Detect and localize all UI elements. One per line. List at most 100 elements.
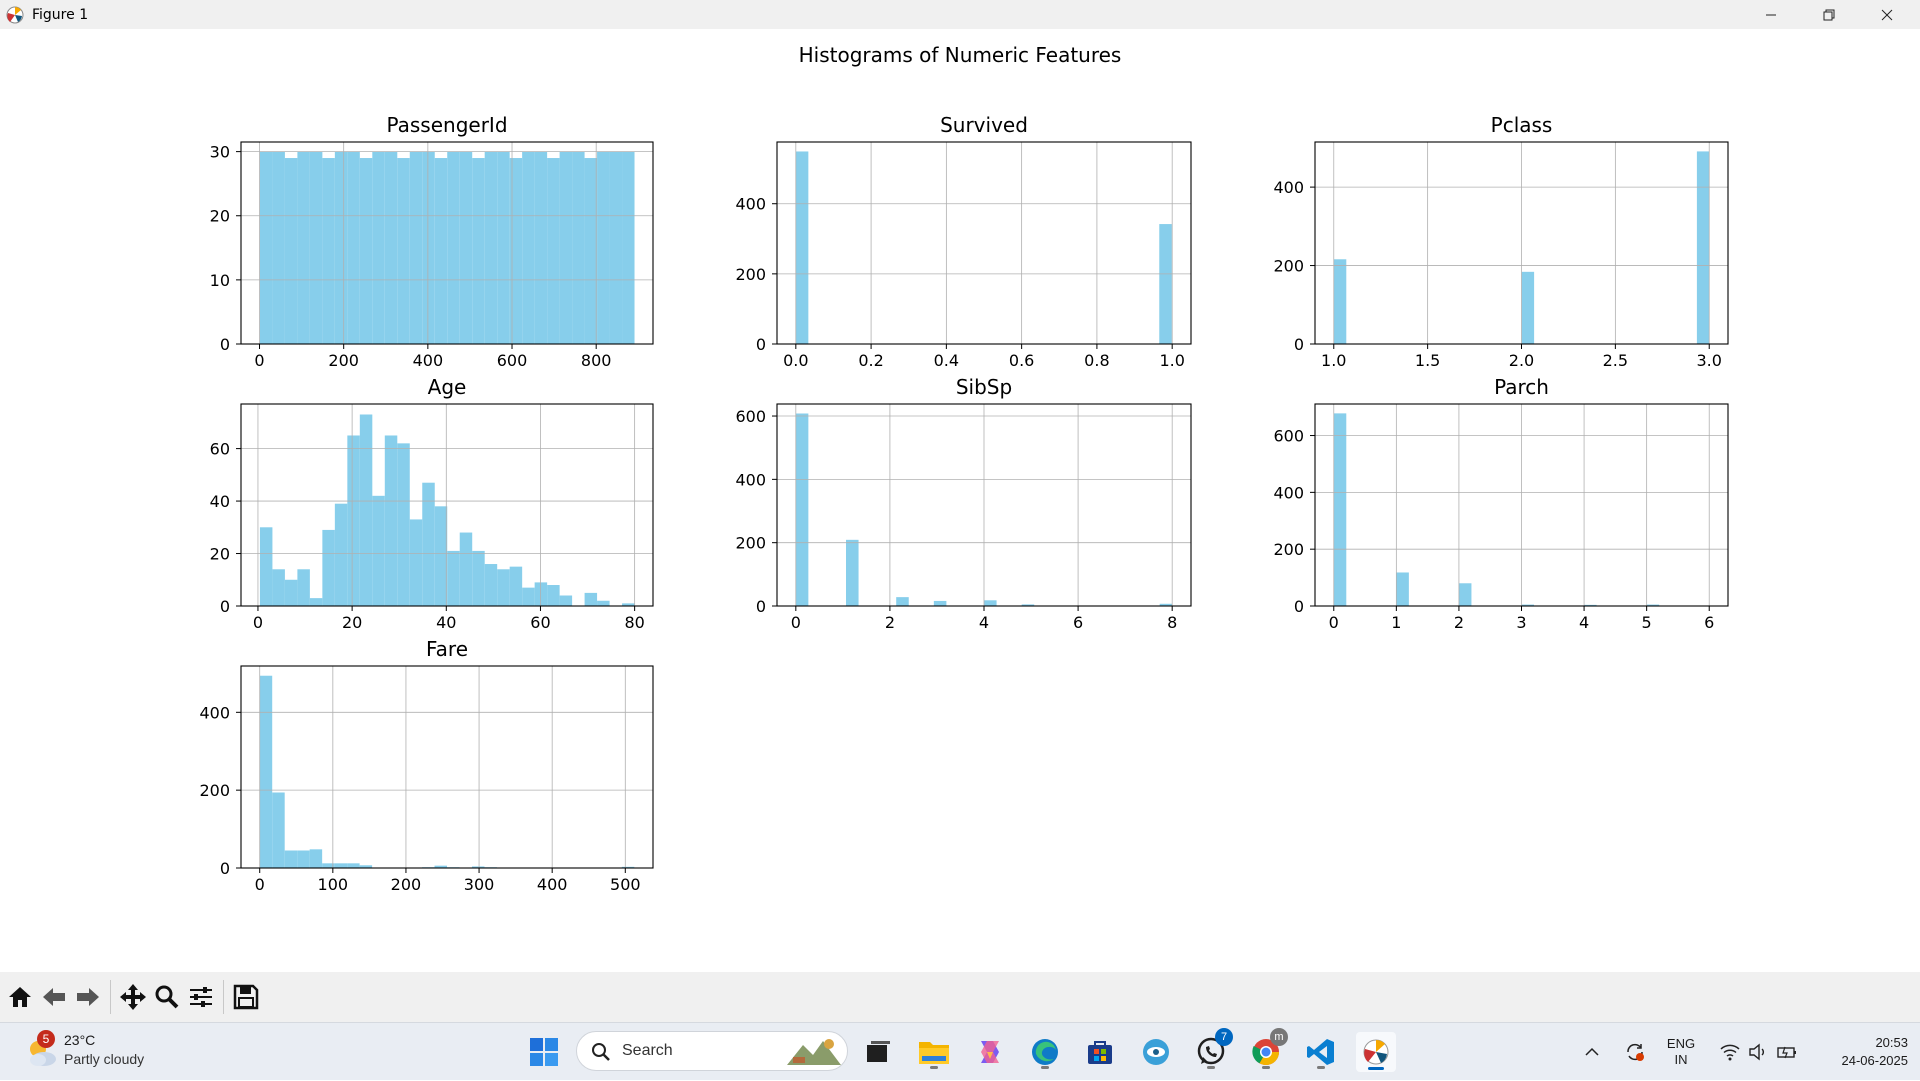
configure-subplots-button[interactable]: [185, 977, 217, 1017]
x-tick-label: 0: [255, 875, 265, 894]
axes-title: SibSp: [956, 375, 1012, 399]
histogram-bar: [260, 676, 272, 868]
histogram-bar: [347, 152, 359, 344]
configure-subplots-icon: [188, 985, 214, 1009]
histogram-bar: [934, 601, 947, 606]
taskbar-edge[interactable]: [1025, 1032, 1065, 1072]
histogram-bar: [472, 158, 484, 344]
back-button[interactable]: [38, 977, 70, 1017]
taskbar-search-box[interactable]: Search: [576, 1031, 848, 1071]
running-indicator: [1041, 1066, 1049, 1069]
histogram-bar: [322, 158, 334, 344]
histogram-bar: [297, 850, 309, 868]
zoom-icon: [154, 984, 180, 1010]
histogram-bar: [335, 504, 347, 606]
histogram-bar: [896, 597, 909, 606]
y-tick-label: 0: [220, 335, 230, 354]
chrome-profile-badge: m: [1270, 1028, 1288, 1046]
forward-button[interactable]: [72, 977, 104, 1017]
close-icon: [1881, 9, 1893, 21]
clock[interactable]: 20:53 24-06-2025: [1808, 1023, 1908, 1081]
y-tick-label: 0: [220, 597, 230, 616]
histogram-bar: [497, 152, 509, 344]
histogram-bar: [310, 598, 322, 606]
vscode-icon: [1306, 1037, 1336, 1067]
taskbar-file-explorer[interactable]: [914, 1032, 954, 1072]
weather-description: Partly cloudy: [64, 1051, 144, 1067]
back-icon: [41, 985, 67, 1009]
start-button[interactable]: [524, 1032, 564, 1072]
region-code: IN: [1675, 1052, 1688, 1068]
weather-temperature: 23°C: [64, 1032, 95, 1048]
whatsapp-badge: 7: [1215, 1028, 1233, 1046]
y-tick-label: 200: [735, 534, 766, 553]
toolbar-separator: [223, 980, 224, 1014]
histogram-bar: [422, 152, 434, 344]
histogram-bar: [1159, 224, 1172, 344]
histogram-bar: [410, 519, 422, 606]
histogram-bar: [984, 600, 997, 606]
navigation-toolbar: [0, 972, 1920, 1022]
y-tick-label: 60: [210, 440, 230, 459]
x-tick-label: 300: [464, 875, 495, 894]
y-tick-label: 0: [756, 335, 766, 354]
taskbar-whatsapp[interactable]: 7: [1191, 1032, 1231, 1072]
close-button[interactable]: [1858, 0, 1916, 29]
histogram-bar: [610, 152, 622, 344]
x-tick-label: 0: [791, 613, 801, 632]
sync-tray-button[interactable]: [1620, 1023, 1650, 1081]
x-tick-label: 1.0: [1159, 351, 1184, 370]
histogram-bar: [272, 569, 284, 606]
taskbar-store[interactable]: [1080, 1032, 1120, 1072]
x-tick-label: 5: [1642, 613, 1652, 632]
taskbar-chrome[interactable]: m: [1246, 1032, 1286, 1072]
x-tick-label: 1.5: [1415, 351, 1440, 370]
restore-button[interactable]: [1800, 0, 1858, 29]
x-tick-label: 3: [1516, 613, 1526, 632]
taskbar-matplotlib-figure[interactable]: [1356, 1032, 1396, 1072]
forward-icon: [75, 985, 101, 1009]
histogram-bar: [460, 533, 472, 606]
x-tick-label: 0.2: [858, 351, 883, 370]
show-hidden-icons-button[interactable]: [1580, 1023, 1604, 1081]
x-tick-label: 400: [537, 875, 568, 894]
y-tick-label: 400: [1273, 483, 1304, 502]
histogram-bar: [285, 850, 297, 868]
histogram-bar: [1334, 259, 1347, 344]
save-icon: [233, 984, 259, 1010]
x-tick-label: 800: [581, 351, 612, 370]
histogram-bar: [846, 540, 859, 606]
zoom-button[interactable]: [151, 977, 183, 1017]
taskbar-copilot[interactable]: [970, 1032, 1010, 1072]
language-indicator[interactable]: ENG IN: [1660, 1023, 1702, 1081]
x-tick-label: 200: [391, 875, 422, 894]
weather-widget[interactable]: 5 23°C Partly cloudy: [20, 1030, 170, 1074]
histogram-bar: [622, 152, 634, 344]
taskbar-vscode[interactable]: [1301, 1032, 1341, 1072]
y-tick-label: 400: [735, 470, 766, 489]
weather-alert-badge: 5: [37, 1030, 55, 1048]
histogram-bar: [796, 151, 809, 344]
histogram-bar: [397, 443, 409, 606]
task-view-button[interactable]: [858, 1032, 898, 1072]
y-tick-label: 30: [210, 143, 230, 162]
minimize-button[interactable]: [1742, 0, 1800, 29]
histogram-bar: [510, 567, 522, 606]
axes-title: Fare: [426, 637, 468, 661]
minimize-icon: [1765, 9, 1777, 21]
histogram-bar: [472, 551, 484, 606]
home-button[interactable]: [4, 977, 36, 1017]
histogram-bar: [1334, 413, 1347, 606]
edge-browser-icon: [1030, 1037, 1060, 1067]
system-tray-status[interactable]: [1714, 1023, 1804, 1081]
window-titlebar: Figure 1: [0, 0, 1920, 29]
histogram-bar: [1697, 151, 1710, 344]
taskbar-app-eye[interactable]: [1136, 1032, 1176, 1072]
pan-button[interactable]: [117, 977, 149, 1017]
x-tick-label: 100: [318, 875, 349, 894]
pan-icon: [119, 983, 147, 1011]
save-button[interactable]: [230, 977, 262, 1017]
